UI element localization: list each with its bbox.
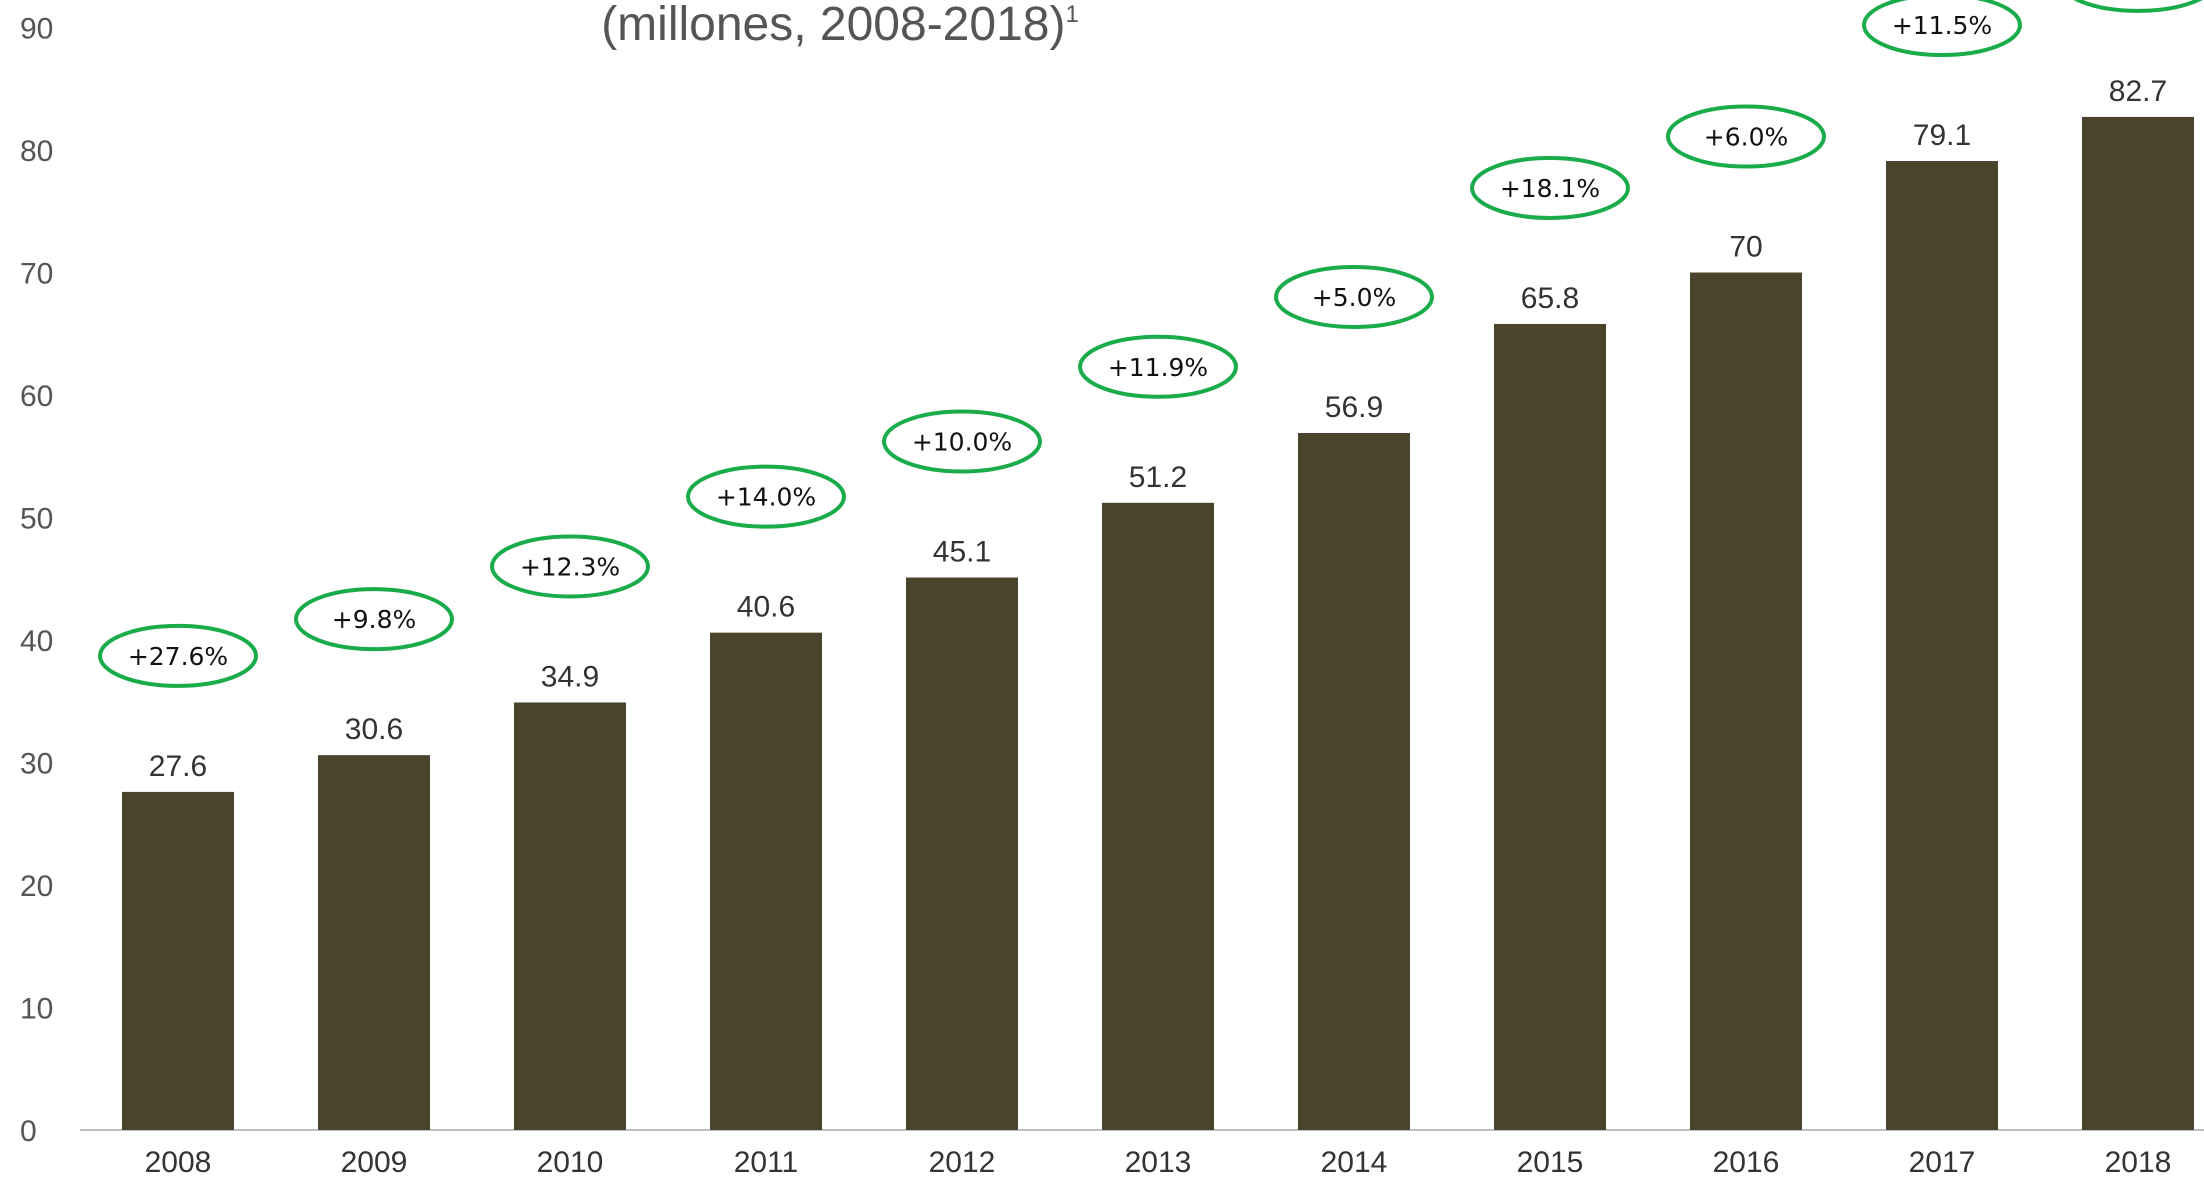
y-tick-label: 20 [20, 870, 53, 903]
x-tick-label: 2011 [734, 1146, 799, 1178]
y-tick-label: 10 [20, 993, 53, 1026]
bar-value-label: 27.6 [149, 750, 207, 783]
x-tick-label: 2016 [1713, 1146, 1780, 1178]
bar [514, 702, 626, 1130]
x-tick-label: 2013 [1125, 1146, 1192, 1178]
bar [906, 577, 1018, 1130]
x-tick-label: 2010 [537, 1146, 604, 1178]
bar-value-label: 30.6 [345, 713, 403, 746]
growth-label: +6.0% [1704, 123, 1788, 152]
bar-value-label: 65.8 [1521, 282, 1579, 315]
growth-label: +27.6% [128, 642, 228, 671]
growth-label: +12.3% [520, 552, 620, 581]
bar [1102, 502, 1214, 1130]
bar [1298, 432, 1410, 1131]
bar [1690, 272, 1802, 1130]
y-tick-label: 60 [20, 380, 53, 413]
y-tick-label: 70 [20, 258, 53, 291]
bar-value-label: 79.1 [1913, 119, 1971, 152]
x-tick-label: 2015 [1517, 1146, 1584, 1178]
growth-label: +5.0% [1312, 283, 1396, 312]
bar [2082, 116, 2194, 1131]
bar-value-label: 34.9 [541, 660, 599, 693]
chart-subtitle: (millones, 2008-2018)1 [601, 0, 1079, 51]
y-tick-label: 80 [20, 135, 53, 168]
growth-ellipse [882, 409, 1042, 474]
growth-ellipse [1862, 0, 2022, 58]
chart-subtitle-superscript: 1 [1065, 1, 1078, 28]
x-tick-label: 2012 [929, 1146, 996, 1178]
y-axis: 0 10 20 30 40 50 60 70 80 90 [20, 13, 53, 1149]
bar-value-label: 70 [1729, 231, 1762, 264]
growth-label: +11.5% [1892, 11, 1992, 40]
x-tick-label: 2014 [1321, 1146, 1388, 1178]
bar-value-label: 45.1 [933, 536, 991, 569]
bar [318, 755, 430, 1130]
y-tick-label: 30 [20, 748, 53, 781]
growth-label: +9.8% [332, 605, 416, 634]
y-tick-label: 90 [20, 13, 53, 46]
bar-series: 27.6 2008 +27.6% 30.6 2009 +9.8% 34.9 2010 +12.3… [98, 0, 2203, 1178]
bar [710, 632, 822, 1130]
growth-label: +10.0% [912, 428, 1012, 457]
growth-ellipse [98, 623, 258, 688]
bar [1886, 161, 1998, 1130]
x-tick-label: 2017 [1909, 1146, 1976, 1178]
bar [122, 791, 234, 1130]
growth-label: +14.0% [716, 483, 816, 512]
growth-ellipse [1078, 334, 1238, 399]
bar-value-label: 82.7 [2109, 75, 2167, 108]
x-tick-label: 2008 [145, 1146, 212, 1178]
bar [1494, 323, 1606, 1130]
y-tick-label: 0 [20, 1115, 37, 1148]
growth-ellipse [686, 464, 846, 529]
growth-ellipse [1470, 155, 1630, 220]
y-tick-label: 50 [20, 503, 53, 536]
bar-value-label: 40.6 [737, 591, 795, 624]
growth-label: +18.1% [1500, 174, 1600, 203]
y-tick-label: 40 [20, 625, 53, 658]
growth-ellipse [490, 534, 650, 599]
x-tick-label: 2018 [2105, 1146, 2172, 1178]
growth-ellipse [294, 587, 454, 652]
bar-value-label: 51.2 [1129, 461, 1187, 494]
growth-ellipse [1666, 104, 1826, 169]
x-tick-label: 2009 [341, 1146, 408, 1178]
growth-ellipse [1274, 264, 1434, 329]
bar-value-label: 56.9 [1325, 391, 1383, 424]
growth-label: +11.9% [1108, 353, 1208, 382]
growth-ellipse [2073, 0, 2203, 13]
